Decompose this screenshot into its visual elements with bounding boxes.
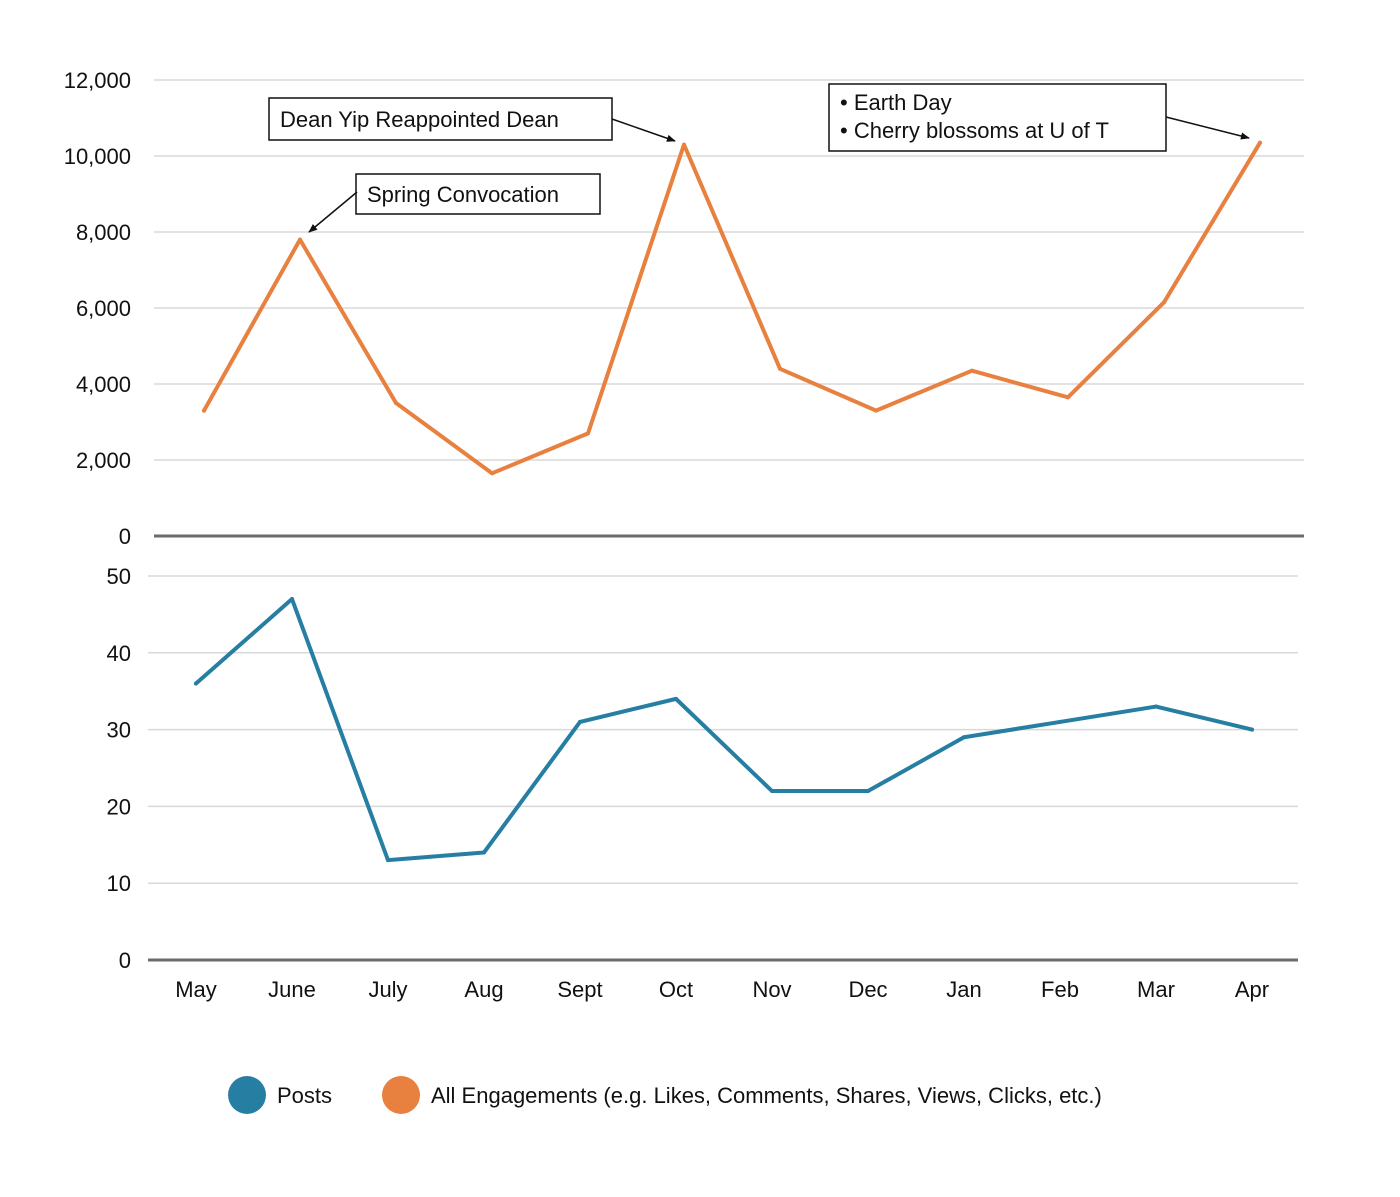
engagements-point xyxy=(586,431,590,436)
engagements-point xyxy=(298,237,302,242)
x-tick-label: Dec xyxy=(848,977,887,1002)
engagements-y-tick-label: 10,000 xyxy=(64,144,131,169)
posts-point xyxy=(1058,719,1062,724)
annotation-arrow xyxy=(1165,116,1250,140)
engagements-point xyxy=(202,408,206,413)
engagements-y-tick-label: 4,000 xyxy=(76,372,131,397)
engagements-y-tick-label: 0 xyxy=(119,524,131,549)
x-tick-label: Jan xyxy=(946,977,981,1002)
annotation-text: Spring Convocation xyxy=(367,182,559,207)
posts-point xyxy=(962,735,966,740)
annotation: Spring Convocation xyxy=(308,173,601,233)
posts-line xyxy=(194,597,1254,863)
posts-y-tick-label: 30 xyxy=(107,718,131,743)
engagements-point xyxy=(1162,300,1166,305)
posts-y-tick-label: 40 xyxy=(107,641,131,666)
engagements-gridlines xyxy=(154,79,1304,538)
legend-label: Posts xyxy=(277,1083,332,1108)
posts-series xyxy=(194,597,1254,863)
x-tick-label: Aug xyxy=(464,977,503,1002)
x-tick-label: Sept xyxy=(557,977,602,1002)
engagements-y-tick-label: 8,000 xyxy=(76,220,131,245)
legend-item: Posts xyxy=(228,1076,332,1114)
engagements-panel: 0 2,000 4,000 6,000 8,000 10,000 12,000 Spring… xyxy=(64,68,1304,549)
engagements-y-tick-label: 6,000 xyxy=(76,296,131,321)
posts-point xyxy=(482,850,486,855)
x-tick-label: Apr xyxy=(1235,977,1269,1002)
posts-gridlines xyxy=(148,575,1298,962)
engagements-point xyxy=(490,471,494,476)
engagements-y-tick-label: 2,000 xyxy=(76,448,131,473)
x-tick-label: Feb xyxy=(1041,977,1079,1002)
engagements-line xyxy=(202,140,1262,476)
posts-point xyxy=(578,719,582,724)
x-tick-label: June xyxy=(268,977,316,1002)
posts-point xyxy=(866,789,870,794)
posts-point xyxy=(290,597,294,602)
posts-y-tick-label: 0 xyxy=(119,948,131,973)
x-axis: May June July Aug Sept Oct Nov Dec Jan Feb Mar Apr xyxy=(175,977,1269,1002)
engagements-point xyxy=(1066,395,1070,400)
annotation-text: • Cherry blossoms at U of T xyxy=(840,118,1109,143)
engagements-point xyxy=(682,142,686,147)
posts-point xyxy=(194,681,198,686)
posts-y-tick-label: 10 xyxy=(107,871,131,896)
engagements-point xyxy=(1258,140,1262,145)
posts-point xyxy=(674,696,678,701)
posts-point xyxy=(770,789,774,794)
engagements-point xyxy=(778,366,782,371)
x-tick-label: Nov xyxy=(752,977,791,1002)
legend-swatch xyxy=(382,1076,420,1114)
annotation-box xyxy=(355,173,601,215)
x-tick-label: May xyxy=(175,977,217,1002)
annotation-text: Dean Yip Reappointed Dean xyxy=(280,107,559,132)
annotation-arrow xyxy=(611,118,676,142)
x-tick-label: Oct xyxy=(659,977,693,1002)
legend-item: All Engagements (e.g. Likes, Comments, S… xyxy=(382,1076,1102,1114)
legend-label: All Engagements (e.g. Likes, Comments, S… xyxy=(431,1083,1102,1108)
legend-swatch xyxy=(228,1076,266,1114)
annotation: Dean Yip Reappointed Dean xyxy=(268,97,676,142)
posts-point xyxy=(1250,727,1254,732)
annotation-box xyxy=(828,83,1167,152)
engagements-point xyxy=(394,401,398,405)
annotation: • Earth Day • Cherry blossoms at U of T xyxy=(828,83,1250,152)
x-tick-label: July xyxy=(368,977,407,1002)
posts-point xyxy=(1154,704,1158,709)
annotations: Spring Convocation Dean Yip Reappointed D… xyxy=(268,83,1250,233)
posts-panel: 0 10 20 30 40 50 May June July Aug Sept Oct Nov Dec J… xyxy=(107,564,1298,1002)
x-tick-label: Mar xyxy=(1137,977,1175,1002)
annotation-arrow xyxy=(308,191,358,233)
legend: Posts All Engagements (e.g. Likes, Commen… xyxy=(228,1076,1102,1114)
engagements-series xyxy=(202,140,1262,476)
engagements-point xyxy=(874,408,878,413)
engagements-point xyxy=(970,368,974,373)
posts-y-axis: 0 10 20 30 40 50 xyxy=(107,564,131,973)
engagements-y-tick-label: 12,000 xyxy=(64,68,131,93)
posts-point xyxy=(386,858,390,863)
posts-y-tick-label: 50 xyxy=(107,564,131,589)
engagements-y-axis: 0 2,000 4,000 6,000 8,000 10,000 12,000 xyxy=(64,68,131,549)
annotation-text: • Earth Day xyxy=(840,90,952,115)
posts-y-tick-label: 20 xyxy=(107,794,131,819)
annotation-box xyxy=(268,97,613,141)
